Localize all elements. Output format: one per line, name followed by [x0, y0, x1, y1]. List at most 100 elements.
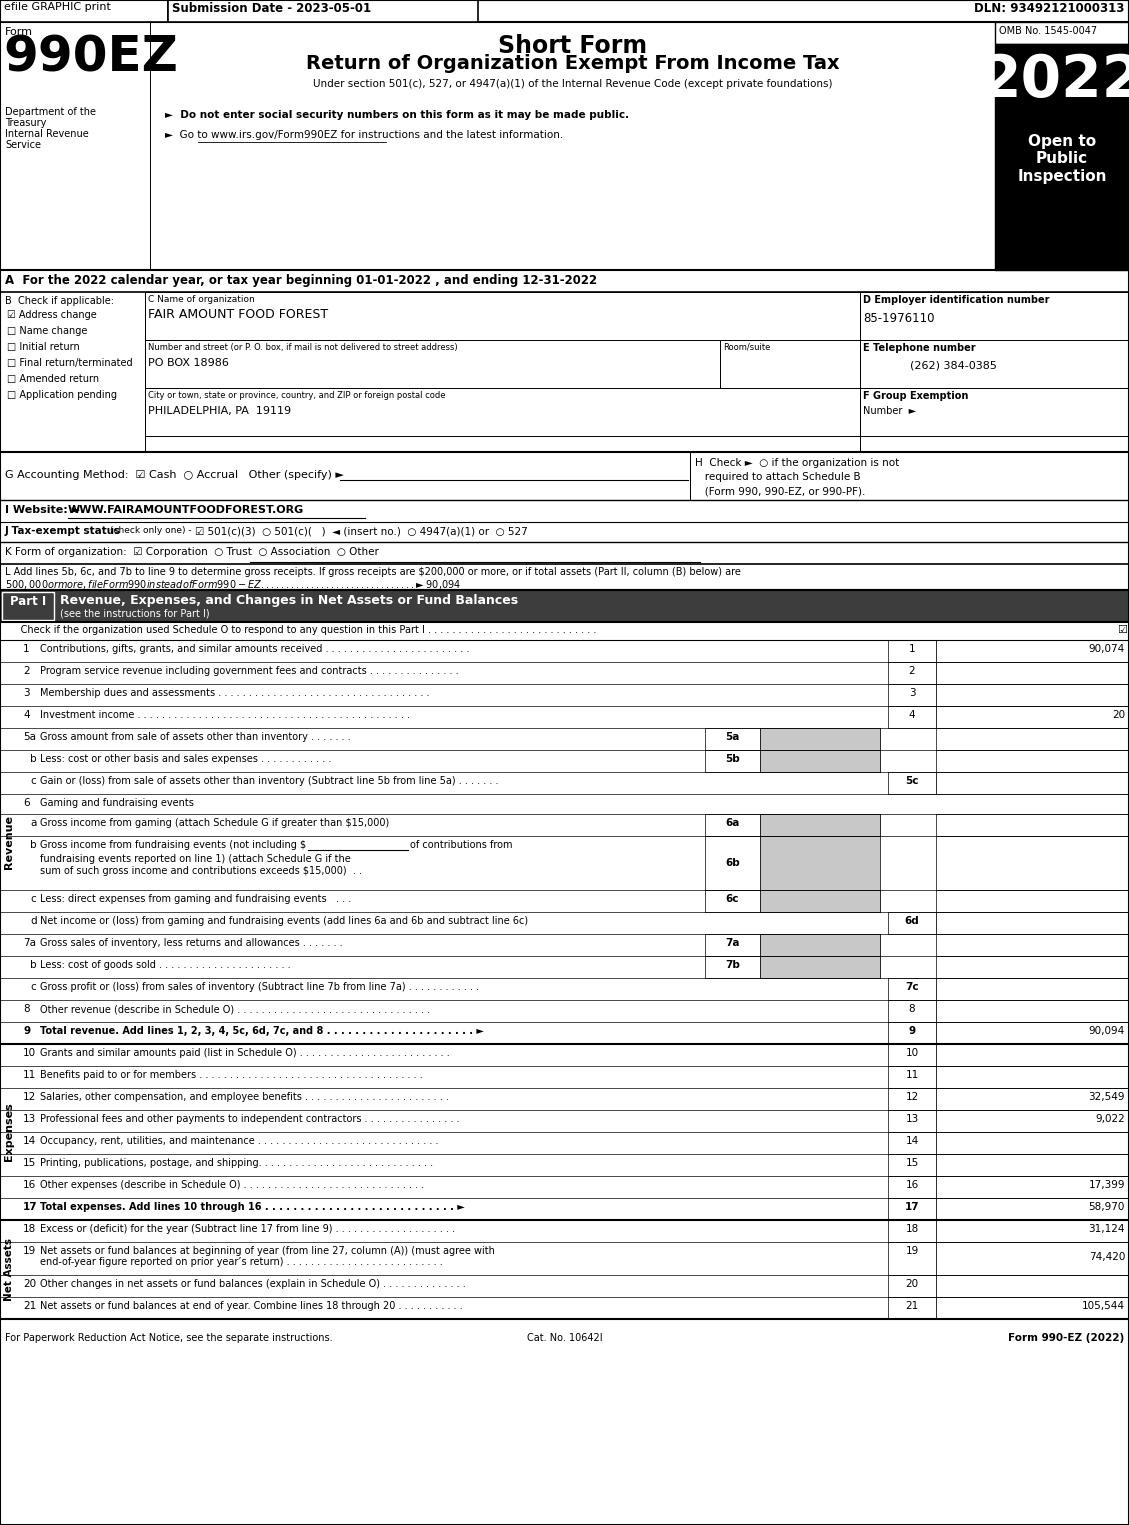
- Bar: [704, 750, 760, 772]
- Text: ►  Do not enter social security numbers on this form as it may be made public.: ► Do not enter social security numbers o…: [165, 110, 629, 120]
- Bar: [936, 1022, 1129, 1045]
- Text: Form 990-EZ (2022): Form 990-EZ (2022): [1008, 1333, 1124, 1344]
- Bar: [936, 1154, 1129, 1176]
- Text: Gross amount from sale of assets other than inventory . . . . . . .: Gross amount from sale of assets other t…: [40, 732, 351, 743]
- Text: ►  Go to www.irs.gov/Form990EZ for instructions and the latest information.: ► Go to www.irs.gov/Form990EZ for instru…: [165, 130, 563, 140]
- Text: 21: 21: [23, 1301, 36, 1312]
- Text: 5c: 5c: [905, 776, 919, 785]
- Text: 17: 17: [23, 1202, 37, 1212]
- Text: 8: 8: [909, 1003, 916, 1014]
- Text: 8: 8: [23, 1003, 29, 1014]
- Text: 16: 16: [905, 1180, 919, 1190]
- Bar: [704, 933, 760, 956]
- Bar: [889, 1241, 936, 1275]
- Bar: [936, 772, 1129, 795]
- Bar: [936, 978, 1129, 1000]
- Text: B  Check if applicable:: B Check if applicable:: [5, 296, 114, 307]
- Text: Investment income . . . . . . . . . . . . . . . . . . . . . . . . . . . . . . . : Investment income . . . . . . . . . . . …: [40, 711, 410, 720]
- Text: Net Assets: Net Assets: [5, 1238, 14, 1301]
- Text: □ Amended return: □ Amended return: [7, 374, 99, 384]
- Text: sum of such gross income and contributions exceeds $15,000)  . .: sum of such gross income and contributio…: [40, 866, 362, 875]
- Text: 13: 13: [905, 1113, 919, 1124]
- Bar: [168, 0, 478, 21]
- Bar: [936, 727, 1129, 750]
- Text: C Name of organization: C Name of organization: [148, 294, 255, 303]
- Text: 20: 20: [905, 1279, 919, 1289]
- Text: Benefits paid to or for members . . . . . . . . . . . . . . . . . . . . . . . . : Benefits paid to or for members . . . . …: [40, 1071, 422, 1080]
- Bar: [760, 891, 879, 912]
- Text: 17: 17: [904, 1202, 919, 1212]
- Bar: [936, 891, 1129, 912]
- Text: 6d: 6d: [904, 917, 919, 926]
- Text: 1: 1: [23, 644, 29, 654]
- Bar: [2, 592, 54, 621]
- Text: 105,544: 105,544: [1082, 1301, 1124, 1312]
- Text: Total expenses. Add lines 10 through 16 . . . . . . . . . . . . . . . . . . . . : Total expenses. Add lines 10 through 16 …: [40, 1202, 465, 1212]
- Bar: [936, 1176, 1129, 1199]
- Text: PHILADELPHIA, PA  19119: PHILADELPHIA, PA 19119: [148, 406, 291, 416]
- Text: Professional fees and other payments to independent contractors . . . . . . . . : Professional fees and other payments to …: [40, 1113, 460, 1124]
- Text: 9,022: 9,022: [1095, 1113, 1124, 1124]
- Text: Other revenue (describe in Schedule O) . . . . . . . . . . . . . . . . . . . . .: Other revenue (describe in Schedule O) .…: [40, 1003, 430, 1014]
- Bar: [760, 836, 879, 891]
- Bar: [760, 933, 879, 956]
- Text: 11: 11: [23, 1071, 36, 1080]
- Bar: [936, 836, 1129, 891]
- Text: City or town, state or province, country, and ZIP or foreign postal code: City or town, state or province, country…: [148, 390, 446, 400]
- Bar: [936, 933, 1129, 956]
- Text: 5b: 5b: [725, 753, 739, 764]
- Text: Open to
Public
Inspection: Open to Public Inspection: [1017, 134, 1106, 185]
- Text: of contributions from: of contributions from: [410, 840, 513, 849]
- Text: b: b: [30, 753, 36, 764]
- Text: 990EZ: 990EZ: [3, 34, 178, 82]
- Text: Number and street (or P. O. box, if mail is not delivered to street address): Number and street (or P. O. box, if mail…: [148, 343, 457, 352]
- Text: 11: 11: [905, 1071, 919, 1080]
- Text: d: d: [30, 917, 36, 926]
- Bar: [704, 956, 760, 978]
- Text: 19: 19: [905, 1246, 919, 1257]
- Text: 32,549: 32,549: [1088, 1092, 1124, 1103]
- Text: OMB No. 1545-0047: OMB No. 1545-0047: [999, 26, 1097, 37]
- Bar: [704, 836, 760, 891]
- Bar: [995, 44, 1129, 124]
- Text: 12: 12: [23, 1092, 36, 1103]
- Text: Contributions, gifts, grants, and similar amounts received . . . . . . . . . . .: Contributions, gifts, grants, and simila…: [40, 644, 470, 654]
- Text: 5a: 5a: [23, 732, 36, 743]
- Bar: [936, 685, 1129, 706]
- Text: L Add lines 5b, 6c, and 7b to line 9 to determine gross receipts. If gross recei: L Add lines 5b, 6c, and 7b to line 9 to …: [5, 567, 741, 576]
- Text: Return of Organization Exempt From Income Tax: Return of Organization Exempt From Incom…: [306, 53, 839, 73]
- Text: c: c: [30, 776, 36, 785]
- Text: Room/suite: Room/suite: [723, 343, 770, 352]
- Bar: [760, 727, 879, 750]
- Text: (262) 384-0385: (262) 384-0385: [910, 360, 997, 371]
- Text: Gross income from fundraising events (not including $: Gross income from fundraising events (no…: [40, 840, 306, 849]
- Text: 2: 2: [23, 666, 29, 676]
- Bar: [860, 340, 1129, 387]
- Bar: [760, 814, 879, 836]
- Bar: [0, 0, 1129, 21]
- Bar: [760, 727, 879, 750]
- Bar: [889, 1110, 936, 1132]
- Bar: [889, 912, 936, 933]
- Text: PO BOX 18986: PO BOX 18986: [148, 358, 229, 368]
- Bar: [936, 750, 1129, 772]
- Text: Gain or (loss) from sale of assets other than inventory (Subtract line 5b from l: Gain or (loss) from sale of assets other…: [40, 776, 499, 785]
- Bar: [145, 340, 720, 387]
- Text: Part I: Part I: [10, 595, 46, 608]
- Text: 6b: 6b: [725, 859, 739, 868]
- Bar: [936, 956, 1129, 978]
- Bar: [889, 772, 936, 795]
- Text: Gross profit or (loss) from sales of inventory (Subtract line 7b from line 7a) .: Gross profit or (loss) from sales of inv…: [40, 982, 479, 991]
- Text: I Website: ►: I Website: ►: [5, 505, 80, 515]
- Bar: [704, 891, 760, 912]
- Text: 90,074: 90,074: [1088, 644, 1124, 654]
- Text: □ Initial return: □ Initial return: [7, 342, 80, 352]
- Text: Net assets or fund balances at end of year. Combine lines 18 through 20 . . . . : Net assets or fund balances at end of ye…: [40, 1301, 463, 1312]
- Text: 31,124: 31,124: [1088, 1225, 1124, 1234]
- Text: DLN: 93492121000313: DLN: 93492121000313: [973, 2, 1124, 15]
- Bar: [995, 21, 1129, 44]
- Text: J Tax-exempt status: J Tax-exempt status: [5, 526, 121, 535]
- Text: 3: 3: [909, 688, 916, 698]
- Bar: [889, 1176, 936, 1199]
- Text: 10: 10: [905, 1048, 919, 1058]
